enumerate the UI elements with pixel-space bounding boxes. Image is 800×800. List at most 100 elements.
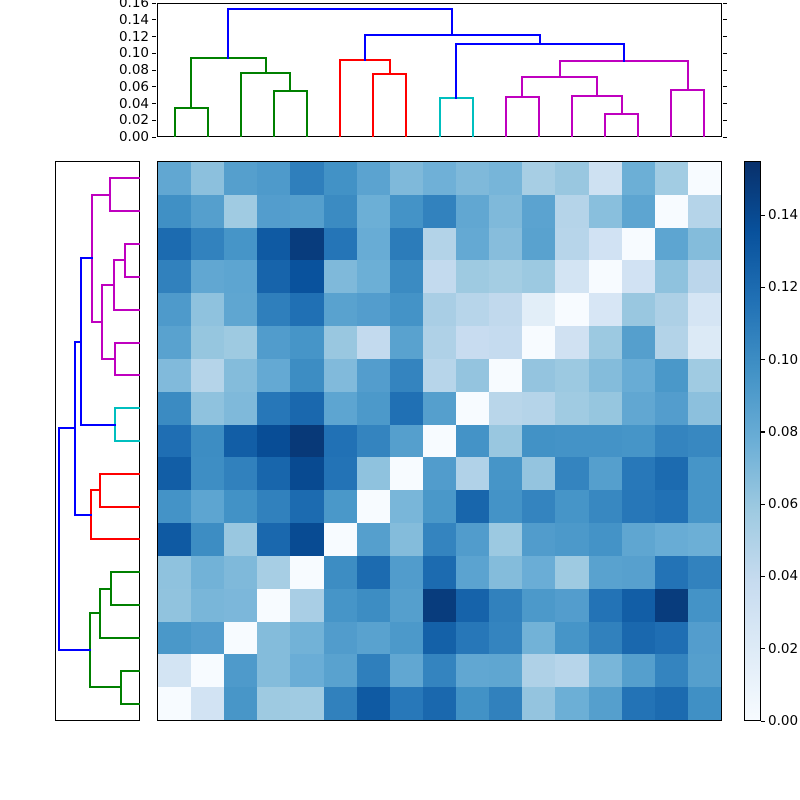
heatmap-cell bbox=[422, 555, 457, 589]
heatmap-cell bbox=[422, 490, 457, 524]
heatmap-cell bbox=[489, 358, 523, 392]
heatmap-cell bbox=[489, 424, 523, 458]
heatmap-cell bbox=[389, 621, 423, 655]
heatmap-cell bbox=[654, 621, 688, 655]
heatmap-cell bbox=[588, 326, 622, 359]
heatmap-cell bbox=[422, 260, 457, 294]
heatmap-cell bbox=[158, 621, 192, 655]
dendrogram-link bbox=[120, 702, 140, 705]
heatmap-cell bbox=[456, 293, 490, 327]
heatmap-cell bbox=[588, 227, 622, 261]
heatmap-cell bbox=[257, 227, 291, 261]
heatmap-cell bbox=[158, 424, 192, 458]
heatmap-cell bbox=[489, 194, 523, 228]
heatmap-cell bbox=[489, 588, 523, 622]
heatmap-cell bbox=[687, 227, 721, 261]
heatmap-cell bbox=[389, 588, 423, 622]
heatmap-cell bbox=[191, 260, 225, 294]
heatmap-cell bbox=[389, 523, 423, 556]
dendrogram-link bbox=[108, 210, 140, 213]
heatmap-cell bbox=[687, 457, 721, 491]
heatmap-cell bbox=[588, 687, 622, 720]
heatmap-cell bbox=[389, 260, 423, 294]
heatmap-cell bbox=[489, 555, 523, 589]
heatmap-cell bbox=[323, 194, 357, 228]
dendrogram-link bbox=[620, 94, 623, 115]
heatmap-cell bbox=[621, 654, 655, 688]
heatmap-cell bbox=[257, 654, 291, 688]
heatmap-cell bbox=[489, 621, 523, 655]
heatmap-cell bbox=[687, 687, 721, 720]
heatmap-cell bbox=[654, 555, 688, 589]
heatmap-cell bbox=[290, 687, 324, 720]
dendrogram-link bbox=[206, 106, 209, 137]
heatmap-cell bbox=[356, 523, 390, 556]
right-tick-mark bbox=[723, 136, 727, 138]
heatmap-cell bbox=[224, 293, 258, 327]
heatmap-cell bbox=[687, 654, 721, 688]
heatmap-cell bbox=[191, 293, 225, 327]
heatmap-cell bbox=[356, 326, 390, 359]
heatmap-cell bbox=[489, 326, 523, 359]
heatmap-cell bbox=[654, 227, 688, 261]
top-axis-tick-label: 0.06 bbox=[118, 78, 149, 95]
heatmap-cell bbox=[489, 293, 523, 327]
heatmap-cell bbox=[687, 490, 721, 524]
heatmap-cell bbox=[224, 260, 258, 294]
dendrogram-link bbox=[123, 275, 140, 278]
dendrogram-link bbox=[88, 612, 101, 615]
dendrogram-link bbox=[113, 374, 140, 377]
heatmap-cell bbox=[687, 162, 721, 195]
heatmap-cell bbox=[257, 424, 291, 458]
dendrogram-link bbox=[455, 42, 458, 100]
heatmap-cell bbox=[290, 194, 324, 228]
right-tick-mark bbox=[723, 52, 727, 54]
heatmap-cell bbox=[654, 293, 688, 327]
heatmap-cell bbox=[456, 621, 490, 655]
heatmap-cell bbox=[323, 424, 357, 458]
heatmap-cell bbox=[687, 588, 721, 622]
heatmap-cell bbox=[323, 523, 357, 556]
left-tick-mark bbox=[152, 36, 156, 38]
heatmap-cell bbox=[290, 391, 324, 425]
heatmap-cell bbox=[224, 326, 258, 359]
heatmap-cell bbox=[456, 588, 490, 622]
dendrogram-link bbox=[471, 97, 474, 137]
heatmap-cell bbox=[356, 293, 390, 327]
dendrogram-link bbox=[504, 96, 507, 137]
right-tick-mark bbox=[723, 19, 727, 21]
colorbar-tick-mark bbox=[761, 359, 765, 361]
heatmap-cell bbox=[422, 162, 457, 195]
heatmap-cell bbox=[191, 654, 225, 688]
heatmap-cell bbox=[323, 621, 357, 655]
heatmap-cell bbox=[290, 588, 324, 622]
heatmap-cell bbox=[555, 194, 589, 228]
heatmap-cell bbox=[356, 391, 390, 425]
dendrogram-link bbox=[109, 604, 140, 607]
heatmap-cell bbox=[356, 227, 390, 261]
heatmap-cell bbox=[422, 326, 457, 359]
heatmap-cell bbox=[489, 490, 523, 524]
heatmap-cell bbox=[588, 424, 622, 458]
dendrogram-link bbox=[99, 505, 140, 508]
colorbar-tick-label: 0.14 bbox=[768, 207, 799, 224]
heatmap-cell bbox=[158, 227, 192, 261]
dendrogram-link bbox=[58, 427, 61, 652]
heatmap-cell bbox=[522, 194, 556, 228]
heatmap-cell bbox=[158, 194, 192, 228]
heatmap-cell bbox=[621, 358, 655, 392]
heatmap-cell bbox=[654, 194, 688, 228]
colorbar-tick-label: 0.00 bbox=[768, 713, 799, 729]
heatmap-cell bbox=[489, 162, 523, 195]
heatmap-cell bbox=[356, 194, 390, 228]
heatmap-cell bbox=[191, 588, 225, 622]
heatmap-cell bbox=[356, 588, 390, 622]
heatmap-cell bbox=[257, 391, 291, 425]
colorbar-tick-mark bbox=[761, 575, 765, 578]
heatmap-cell bbox=[158, 654, 192, 688]
heatmap-cell bbox=[422, 227, 457, 261]
heatmap-cell bbox=[489, 391, 523, 425]
heatmap-cell bbox=[654, 326, 688, 359]
heatmap-cell bbox=[257, 588, 291, 622]
heatmap-cell bbox=[522, 654, 556, 688]
